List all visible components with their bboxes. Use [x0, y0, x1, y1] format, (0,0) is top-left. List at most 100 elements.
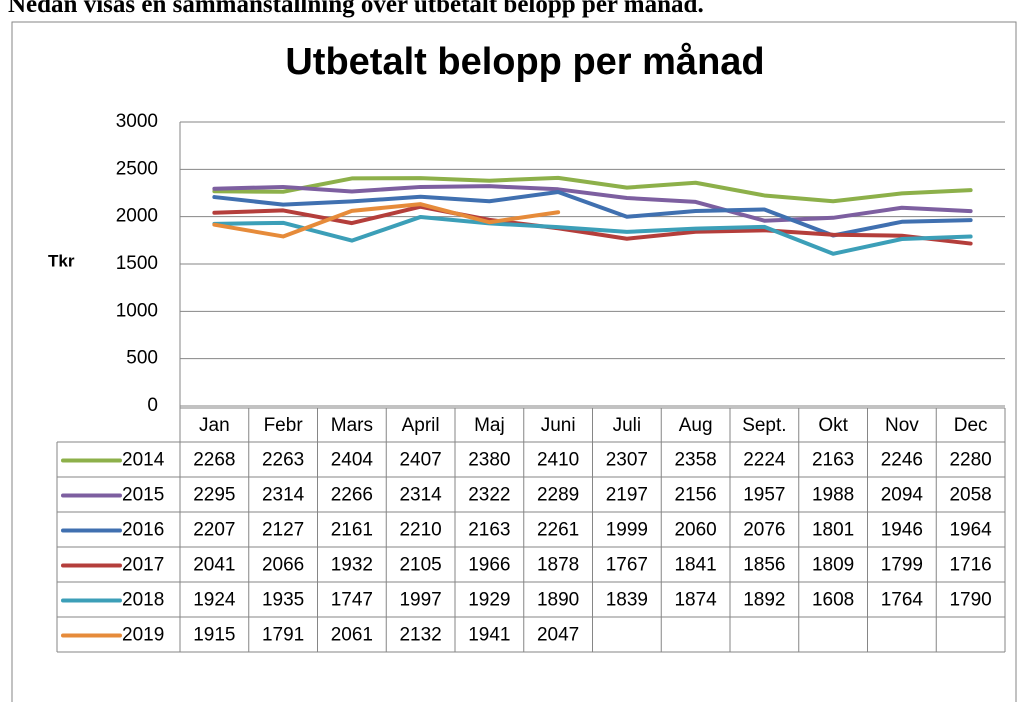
table-value: 1946 [881, 520, 923, 541]
table-value: 2047 [537, 625, 579, 646]
table-value: 2380 [468, 450, 510, 471]
table-value: 1935 [262, 590, 304, 611]
x-tick-label: Jan [199, 415, 230, 436]
table-value: 2163 [812, 450, 854, 471]
table-value: 2263 [262, 450, 304, 471]
table-value: 1878 [537, 555, 579, 576]
table-value: 2224 [743, 450, 786, 471]
table-value: 2132 [399, 625, 441, 646]
table-value: 2314 [399, 485, 442, 506]
table-value: 2207 [193, 520, 235, 541]
table-value: 2268 [193, 450, 235, 471]
table-value: 1809 [812, 555, 854, 576]
y-axis-label: Tkr [48, 251, 75, 270]
table-value: 2061 [331, 625, 373, 646]
legend-label: 2015 [122, 485, 164, 506]
x-tick-label: April [402, 415, 440, 436]
x-tick-label: Febr [264, 415, 304, 436]
table-value: 2161 [331, 520, 373, 541]
table-value: 2076 [743, 520, 785, 541]
table-value: 2163 [468, 520, 510, 541]
table-value: 2060 [674, 520, 716, 541]
table-value: 2410 [537, 450, 579, 471]
series-line [212, 214, 973, 256]
table-value: 1764 [881, 590, 924, 611]
table-value: 2210 [399, 520, 441, 541]
table-value: 2266 [331, 485, 373, 506]
table-value: 1841 [674, 555, 716, 576]
x-tick-label: Aug [679, 415, 713, 436]
y-tick-label: 1000 [116, 300, 158, 321]
series-line [212, 204, 973, 246]
table-value: 1999 [606, 520, 648, 541]
y-tick-label: 2000 [116, 206, 158, 227]
table-value: 1941 [468, 625, 510, 646]
table-value: 1791 [262, 625, 304, 646]
table-value: 2407 [399, 450, 441, 471]
table-value: 2246 [881, 450, 923, 471]
table-value: 1964 [949, 520, 992, 541]
table-value: 1801 [812, 520, 854, 541]
table-value: 1856 [743, 555, 785, 576]
table-value: 2295 [193, 485, 235, 506]
legend-label: 2019 [122, 625, 164, 646]
table-value: 2322 [468, 485, 510, 506]
x-tick-label: Nov [885, 415, 919, 436]
x-tick-label: Juli [613, 415, 642, 436]
chart-frame [11, 21, 1017, 702]
legend-label: 2016 [122, 520, 164, 541]
legend-label: 2018 [122, 590, 164, 611]
series-line [212, 202, 561, 239]
x-tick-label: Sept. [742, 415, 786, 436]
y-tick-label: 0 [147, 395, 158, 416]
table-value: 1915 [193, 625, 235, 646]
table-value: 1924 [193, 590, 236, 611]
x-tick-label: Dec [954, 415, 988, 436]
table-value: 1716 [949, 555, 991, 576]
x-tick-label: Okt [818, 415, 848, 436]
table-value: 1799 [881, 555, 923, 576]
y-tick-label: 1500 [116, 253, 158, 274]
table-value: 2094 [881, 485, 924, 506]
table-value: 1997 [399, 590, 441, 611]
table-value: 2280 [949, 450, 991, 471]
chart-title: Utbetalt belopp per månad [285, 41, 764, 83]
table-value: 1767 [606, 555, 648, 576]
y-tick-label: 3000 [116, 111, 158, 132]
table-value: 1932 [331, 555, 373, 576]
table-value: 2066 [262, 555, 304, 576]
table-value: 2289 [537, 485, 579, 506]
intro-text: Nedan visas en sammanställning över utbe… [8, 0, 704, 18]
legend-label: 2017 [122, 555, 164, 576]
y-tick-label: 500 [126, 348, 158, 369]
table-value: 2307 [606, 450, 648, 471]
table-value: 2127 [262, 520, 304, 541]
table-value: 2105 [399, 555, 441, 576]
table-value: 1966 [468, 555, 510, 576]
table-value: 1839 [606, 590, 648, 611]
table-value: 2156 [674, 485, 716, 506]
table-value: 1957 [743, 485, 785, 506]
table-value: 1929 [468, 590, 510, 611]
x-tick-label: Mars [331, 415, 373, 436]
table-value: 1988 [812, 485, 854, 506]
x-tick-label: Maj [474, 415, 505, 436]
table-value: 2041 [193, 555, 235, 576]
table-value: 1892 [743, 590, 785, 611]
table-value: 1747 [331, 590, 373, 611]
series-line [212, 184, 973, 223]
table-value: 2197 [606, 485, 648, 506]
x-tick-label: Juni [541, 415, 576, 436]
table-value: 1890 [537, 590, 579, 611]
table-value: 1790 [949, 590, 991, 611]
series-line [212, 175, 973, 204]
legend-label: 2014 [122, 450, 165, 471]
table-value: 1874 [674, 590, 717, 611]
y-tick-label: 2500 [116, 158, 158, 179]
table-value: 2314 [262, 485, 305, 506]
table-value: 2404 [331, 450, 374, 471]
table-value: 1608 [812, 590, 854, 611]
table-value: 2358 [674, 450, 716, 471]
